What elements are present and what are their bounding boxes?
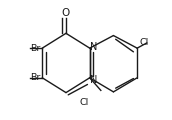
Text: N: N (90, 42, 98, 52)
Text: O: O (62, 8, 70, 18)
Text: Cl: Cl (80, 98, 89, 107)
Text: Br: Br (30, 73, 40, 82)
Text: N: N (90, 75, 98, 85)
Text: Br: Br (30, 44, 40, 53)
Text: Cl: Cl (139, 38, 149, 47)
